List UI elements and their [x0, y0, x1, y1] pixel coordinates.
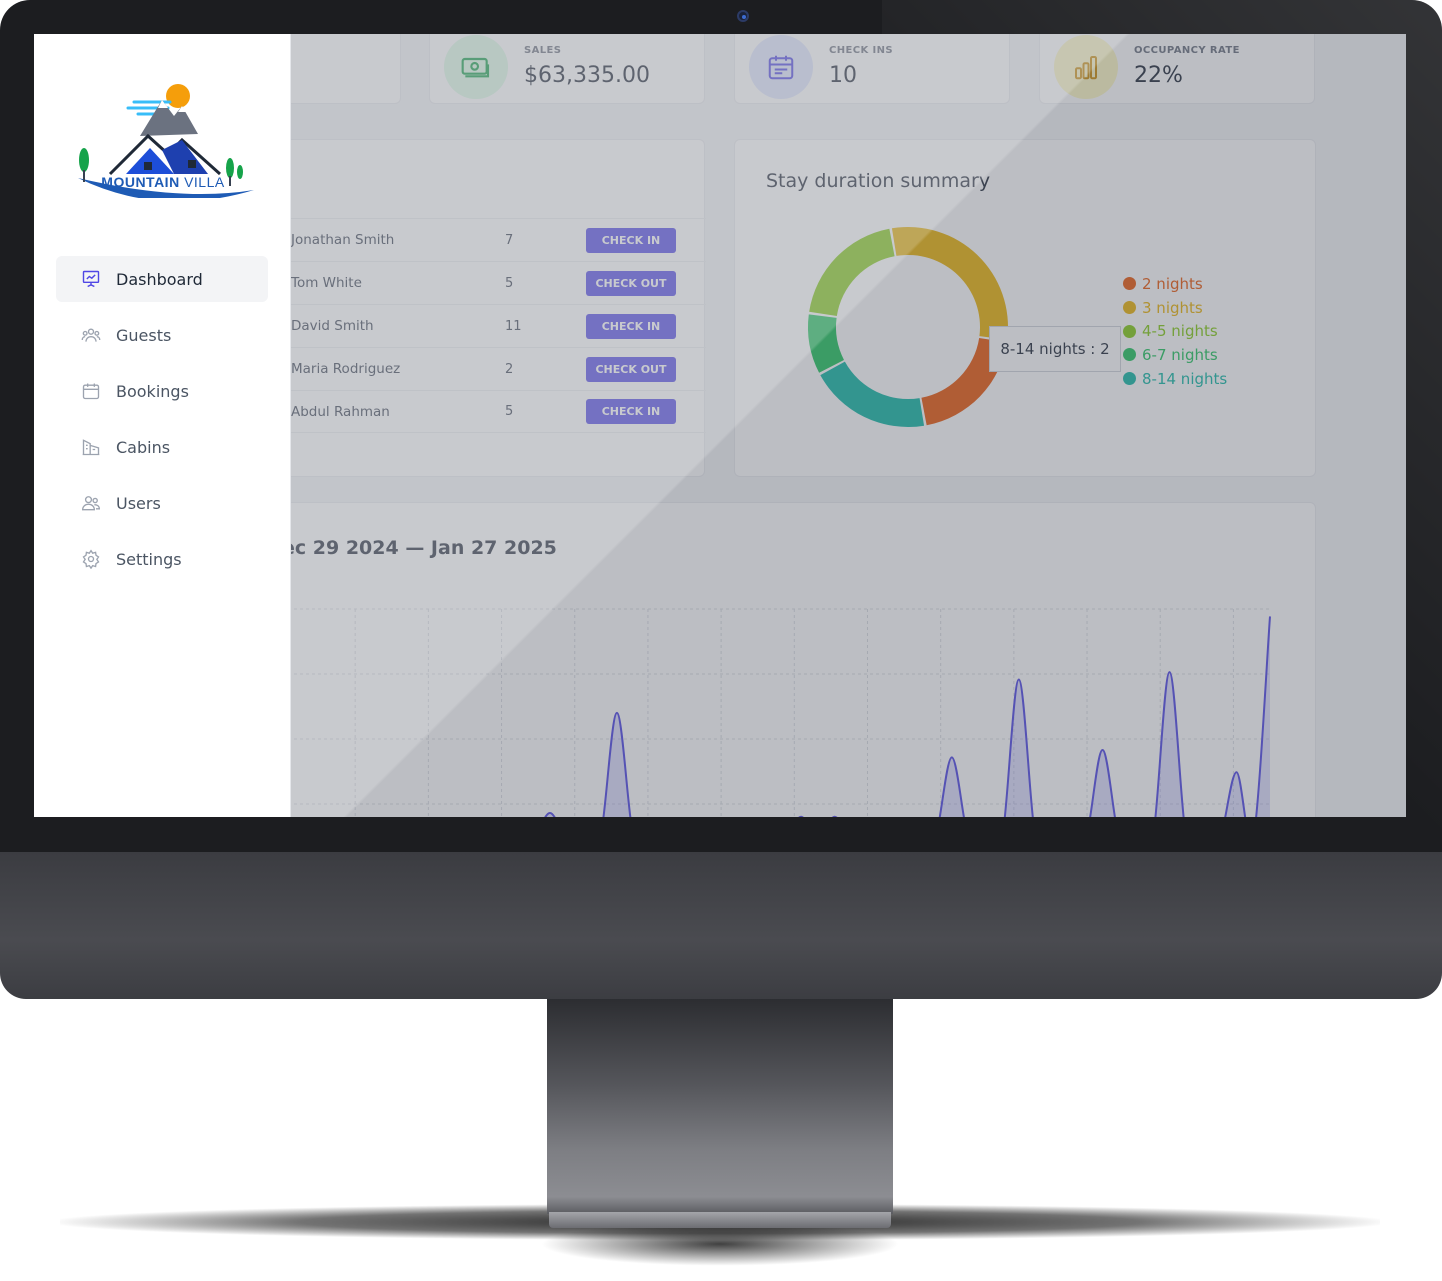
monitor-stand [547, 999, 893, 1214]
table-row: Abdul Rahman 5 CHECK IN [282, 390, 706, 433]
nights-count: 7 [505, 232, 514, 248]
check-in-button[interactable]: CHECK IN [586, 399, 676, 424]
sidebar-item-dashboard[interactable]: Dashboard [56, 256, 268, 302]
monitor-chin [0, 852, 1442, 999]
donut-slice-6-7-nights[interactable] [808, 314, 844, 373]
sidebar-item-label: Cabins [116, 437, 171, 457]
guest-name: Maria Rodriguez [291, 361, 401, 377]
sidebar-item-cabins[interactable]: Cabins [56, 424, 268, 470]
banknote-icon [444, 35, 508, 99]
legend-item[interactable]: 3 nights [1123, 296, 1227, 320]
donut-slice-3-nights[interactable] [891, 227, 1008, 340]
sidebar-item-label: Bookings [116, 381, 189, 401]
chart-legend: 2 nights 3 nights 4-5 nights 6-7 nights 8-14… [1123, 272, 1227, 390]
stat-label: CHECK INS [829, 45, 894, 56]
sales-area-chart [282, 608, 1271, 817]
check-out-button[interactable]: CHECK OUT [586, 356, 676, 382]
calendar-icon [749, 35, 813, 99]
guest-name: David Smith [291, 318, 374, 334]
donut-chart [808, 227, 1008, 427]
table-row: Tom White 5 CHECK OUT [282, 261, 706, 304]
stat-value: 22% [1134, 63, 1183, 88]
users-group-icon [80, 324, 102, 346]
donut-slice-2-nights[interactable] [921, 337, 1007, 426]
gear-icon [80, 548, 102, 570]
bar-chart-icon [1054, 35, 1118, 99]
legend-label: 6-7 nights [1142, 345, 1218, 364]
camera-icon [737, 10, 749, 22]
legend-swatch [1123, 277, 1136, 291]
stat-card-occupancy: OCCUPANCY RATE 22% [1039, 34, 1315, 104]
sidebar-item-guests[interactable]: Guests [56, 312, 268, 358]
sidebar-item-users[interactable]: Users [56, 480, 268, 526]
users-icon [80, 492, 102, 514]
legend-label: 3 nights [1142, 298, 1203, 317]
legend-item[interactable]: 6-7 nights [1123, 343, 1227, 367]
sidebar-item-settings[interactable]: Settings [56, 536, 268, 582]
logo-brand: MOUNTAIN [101, 174, 180, 190]
legend-label: 2 nights [1142, 274, 1203, 293]
guest-name: Tom White [291, 275, 362, 291]
guest-name: Abdul Rahman [291, 403, 390, 420]
legend-item[interactable]: 8-14 nights [1123, 367, 1227, 391]
check-in-button[interactable]: CHECK IN [586, 227, 676, 253]
legend-item[interactable]: 2 nights [1123, 272, 1227, 296]
chart-tooltip: 8-14 nights : 2 [989, 326, 1121, 372]
building-icon [80, 436, 102, 458]
legend-swatch [1123, 348, 1136, 362]
sidebar: MOUNTAIN VILLA Dashboard Guests [34, 34, 291, 817]
screen: SALES $63,335.00 CHECK INS 10 OC [34, 34, 1406, 817]
donut-slice-4-5-nights[interactable] [809, 228, 895, 317]
logo-text: MOUNTAIN VILLA [70, 174, 256, 190]
stat-value: 10 [829, 63, 857, 88]
check-out-button[interactable]: CHECK OUT [586, 270, 676, 296]
nights-count: 11 [505, 318, 522, 334]
card-title: ec 29 2024 — Jan 27 2025 [282, 537, 557, 559]
donut-slice-8-14-nights[interactable] [820, 361, 925, 427]
sidebar-item-bookings[interactable]: Bookings [56, 368, 268, 414]
nights-count: 2 [505, 361, 514, 377]
chart-presentation-icon [80, 268, 102, 290]
nights-count: 5 [505, 275, 514, 291]
legend-label: 8-14 nights [1142, 369, 1228, 388]
table-row: David Smith 11 CHECK IN [282, 304, 706, 347]
sidebar-item-label: Guests [116, 325, 172, 345]
legend-swatch [1123, 372, 1136, 386]
area-line [544, 616, 1271, 817]
sidebar-item-label: Settings [116, 549, 182, 569]
legend-item[interactable]: 4-5 nights [1123, 319, 1227, 343]
guest-name: Jonathan Smith [291, 232, 395, 248]
table-row: Maria Rodriguez 2 CHECK OUT [282, 347, 706, 390]
mountain-villa-logo [78, 84, 254, 198]
sales-chart-card: ec 29 2024 — Jan 27 2025 [281, 502, 1316, 817]
stat-label: OCCUPANCY RATE [1134, 45, 1240, 56]
table-row: Jonathan Smith 7 CHECK IN [282, 218, 706, 261]
card-title: Stay duration summary [766, 170, 991, 192]
today-activity-card: Jonathan Smith 7 CHECK IN Tom White 5 CH… [281, 139, 706, 477]
stay-duration-card: Stay duration summary 2 nights 3 nights 4-… [734, 139, 1316, 477]
sidebar-nav: Dashboard Guests Bookings [56, 256, 268, 592]
check-in-button[interactable]: CHECK IN [586, 313, 676, 339]
calendar-icon [80, 380, 102, 402]
area-fill [545, 616, 1270, 817]
legend-label: 4-5 nights [1142, 322, 1218, 341]
logo-suffix: VILLA [184, 174, 225, 190]
stat-card-partial [281, 34, 401, 104]
sidebar-item-label: Dashboard [116, 269, 203, 289]
stat-value: $63,335.00 [524, 63, 650, 88]
stat-label: SALES [524, 45, 562, 56]
legend-swatch [1123, 301, 1136, 315]
dashboard-main: SALES $63,335.00 CHECK INS 10 OC [281, 34, 1406, 817]
stat-card-sales: SALES $63,335.00 [429, 34, 705, 104]
stand-shadow-center [540, 1222, 900, 1266]
monitor-stand-base [549, 1212, 891, 1228]
app: SALES $63,335.00 CHECK INS 10 OC [34, 34, 1406, 817]
stat-card-checkins: CHECK INS 10 [734, 34, 1010, 104]
nights-count: 5 [505, 404, 514, 419]
legend-swatch [1123, 324, 1136, 338]
sidebar-item-label: Users [116, 493, 161, 513]
